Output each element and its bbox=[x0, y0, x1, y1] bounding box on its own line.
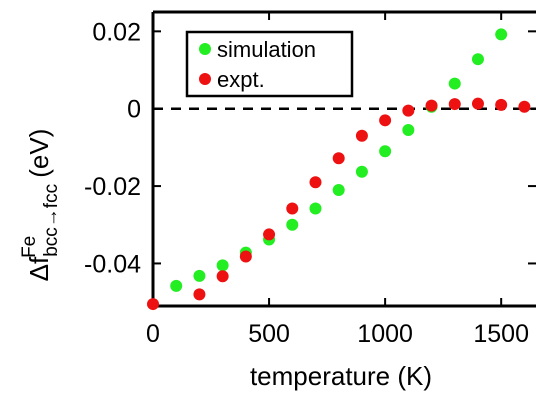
y-tick-label: -0.04 bbox=[84, 250, 141, 278]
data-point-expt bbox=[518, 100, 531, 113]
data-point-simulation bbox=[402, 123, 415, 136]
data-point-simulation bbox=[309, 202, 322, 215]
data-point-simulation bbox=[193, 269, 206, 282]
y-axis-label-subscript: bcc→fcc bbox=[41, 184, 62, 257]
legend-box bbox=[185, 30, 354, 98]
x-axis-label: temperature (K) bbox=[250, 361, 432, 391]
data-point-expt bbox=[216, 270, 229, 283]
y-axis-label-unit: (eV) bbox=[24, 129, 54, 178]
data-point-expt bbox=[448, 98, 461, 111]
y-tick-label: 0 bbox=[127, 96, 141, 124]
data-point-expt bbox=[147, 298, 159, 311]
data-point-simulation bbox=[471, 53, 484, 66]
y-tick-label: -0.02 bbox=[84, 173, 141, 201]
data-point-expt bbox=[471, 97, 484, 110]
data-point-expt bbox=[239, 250, 252, 263]
data-point-simulation bbox=[495, 28, 508, 41]
x-tick-label: 1500 bbox=[473, 320, 529, 348]
data-point-simulation bbox=[355, 165, 368, 178]
x-tick-label: 1000 bbox=[357, 320, 413, 348]
y-axis-label-symbol: Δf bbox=[24, 256, 54, 281]
data-point-simulation bbox=[170, 279, 183, 292]
data-point-expt bbox=[495, 98, 508, 111]
data-point-simulation bbox=[286, 218, 299, 231]
y-tick-label: 0.02 bbox=[92, 18, 141, 46]
data-point-expt bbox=[402, 104, 415, 117]
data-point-expt bbox=[332, 152, 345, 165]
data-point-expt bbox=[309, 176, 322, 189]
data-point-simulation bbox=[379, 145, 392, 158]
legend-label: expt. bbox=[217, 67, 265, 92]
y-axis-label: Δfbcc→fccFe (eV) bbox=[19, 129, 62, 282]
data-point-expt bbox=[286, 202, 299, 215]
data-point-expt bbox=[263, 228, 276, 241]
y-axis-label-superscript: Fe bbox=[19, 236, 40, 258]
x-tick-label: 500 bbox=[248, 320, 290, 348]
data-point-simulation bbox=[216, 259, 229, 272]
legend-label: simulation bbox=[217, 37, 316, 62]
data-point-expt bbox=[355, 129, 368, 142]
data-point-expt bbox=[425, 99, 438, 112]
data-point-simulation bbox=[448, 77, 461, 90]
data-point-simulation bbox=[332, 183, 345, 196]
data-point-expt bbox=[193, 288, 206, 301]
svg-text:Δfbcc→fccFe(eV): Δfbcc→fccFe (eV) bbox=[19, 129, 62, 282]
legend-marker bbox=[199, 73, 211, 85]
plot-layer: -0.04 -0.02 0 0.02 0 500 1000 1500 simulation exp… bbox=[84, 10, 536, 348]
legend-marker bbox=[199, 43, 211, 55]
data-point-expt bbox=[379, 114, 392, 127]
x-tick-label: 0 bbox=[146, 320, 160, 348]
